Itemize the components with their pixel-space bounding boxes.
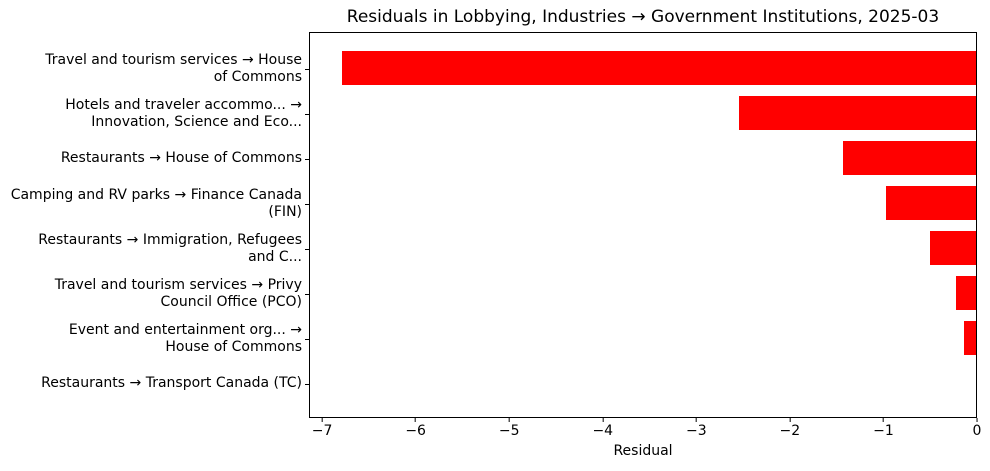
- y-tick-row: Restaurants → Immigration, Refugees and C…: [0, 226, 309, 271]
- x-tick-mark: [695, 418, 697, 422]
- bar-row: [310, 46, 976, 91]
- x-tick: −3: [686, 418, 707, 440]
- x-tick-label: 0: [972, 423, 982, 439]
- y-tick-label: Hotels and traveler accommo... → Innovati…: [65, 96, 302, 130]
- bar: [956, 275, 976, 310]
- x-tick-mark: [602, 418, 604, 422]
- x-axis-ticks: −7 −6 −5 −4 −3 −2 −1 0: [309, 418, 981, 444]
- bar-row: [310, 136, 976, 181]
- x-tick-mark: [789, 418, 791, 422]
- y-tick-label: Travel and tourism services → Privy Counc…: [54, 276, 302, 310]
- x-tick: −4: [592, 418, 613, 440]
- y-tick-row: Restaurants → House of Commons: [0, 136, 309, 181]
- y-tick-label: Travel and tourism services → House of Co…: [45, 51, 302, 85]
- bar: [886, 186, 976, 221]
- bar: [930, 230, 976, 265]
- bar: [739, 96, 976, 131]
- y-tick-mark: [305, 248, 309, 250]
- x-tick: −6: [405, 418, 426, 440]
- y-tick-row: Camping and RV parks → Finance Canada (FI…: [0, 181, 309, 226]
- y-tick-mark: [305, 293, 309, 295]
- bar-row: [310, 226, 976, 271]
- bar: [963, 320, 976, 355]
- y-tick-label: Restaurants → Immigration, Refugees and C…: [38, 231, 302, 265]
- x-tick: −2: [779, 418, 801, 440]
- x-tick-mark: [976, 418, 978, 422]
- x-tick: −5: [499, 418, 520, 440]
- y-tick-mark: [305, 158, 309, 160]
- y-tick-row: Hotels and traveler accommo... → Innovati…: [0, 91, 309, 136]
- x-tick-label: −1: [873, 423, 894, 439]
- bar-row: [310, 270, 976, 315]
- bar-row: [310, 181, 976, 226]
- x-tick-mark: [508, 418, 510, 422]
- y-tick-mark: [305, 338, 309, 340]
- bar-rows: [310, 33, 976, 417]
- x-axis-label: Residual: [613, 443, 673, 459]
- x-tick: −1: [873, 418, 894, 440]
- x-tick-label: −7: [311, 423, 333, 439]
- x-tick-label: −5: [498, 423, 520, 439]
- x-tick-label: −6: [405, 423, 426, 439]
- y-tick-row: Event and entertainment org... → House of…: [0, 316, 309, 361]
- y-tick-row: Restaurants → Transport Canada (TC): [0, 361, 309, 406]
- y-tick-mark: [305, 203, 309, 205]
- chart-title: Residuals in Lobbying, Industries → Gove…: [346, 7, 940, 27]
- y-tick-mark: [305, 68, 309, 70]
- y-tick-row: Travel and tourism services → Privy Counc…: [0, 271, 309, 316]
- bar: [341, 51, 976, 86]
- x-tick-mark: [882, 418, 884, 422]
- x-tick-label: −2: [779, 423, 801, 439]
- x-tick: −7: [311, 418, 333, 440]
- plot-area: [309, 32, 977, 418]
- y-axis-labels: Travel and tourism services → House of Co…: [0, 32, 309, 418]
- y-tick-label: Camping and RV parks → Finance Canada (FI…: [10, 186, 302, 220]
- y-tick-mark: [305, 113, 309, 115]
- y-tick-label: Event and entertainment org... → House of…: [68, 321, 302, 355]
- y-tick-label: Restaurants → Transport Canada (TC): [41, 375, 302, 391]
- x-tick-label: −3: [685, 423, 707, 439]
- bar-row: [310, 360, 976, 405]
- y-tick-label: Restaurants → House of Commons: [60, 150, 302, 166]
- bar: [842, 141, 976, 176]
- x-tick-label: −4: [592, 423, 614, 439]
- y-tick-mark: [305, 383, 309, 385]
- x-tick: 0: [972, 418, 982, 440]
- x-tick-mark: [321, 418, 323, 422]
- bar-row: [310, 315, 976, 360]
- x-tick-mark: [415, 418, 417, 422]
- bar-row: [310, 91, 976, 136]
- y-tick-row: Travel and tourism services → House of Co…: [0, 46, 309, 91]
